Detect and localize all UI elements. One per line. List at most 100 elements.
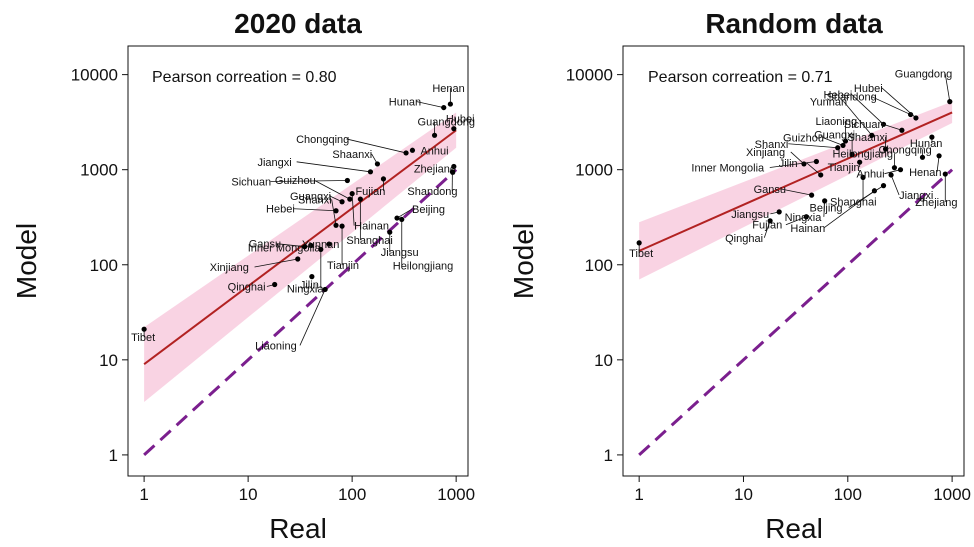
x-tick-label: 10 [239, 485, 258, 504]
point-label: Gansu [754, 184, 786, 196]
data-point [860, 174, 866, 180]
data-point [913, 115, 919, 121]
data-point [333, 208, 339, 214]
data-point [394, 215, 400, 221]
data-point [347, 196, 353, 202]
point-label: Tianjin [828, 162, 860, 174]
x-tick-label: 10 [734, 485, 753, 504]
data-point [399, 216, 405, 223]
label-leader [785, 216, 807, 226]
point-label: Zhejiang [414, 164, 456, 176]
data-point [803, 214, 809, 220]
data-point [431, 132, 438, 138]
label-leader [294, 208, 337, 212]
regression-line [638, 111, 953, 252]
label-leader [936, 155, 940, 172]
data-point [374, 161, 381, 167]
label-leader [763, 220, 771, 238]
data-point [822, 198, 828, 204]
point-label: Sichuan [844, 119, 884, 131]
point-label: Henan [432, 83, 464, 95]
data-point [308, 242, 314, 248]
data-point [309, 274, 315, 280]
data-point [322, 286, 328, 293]
data-point [818, 172, 824, 178]
data-point [849, 151, 855, 157]
label-leader [331, 199, 337, 226]
point-label: Tibet [629, 248, 653, 260]
data-point [767, 218, 773, 224]
point-label: Jiangsu [381, 247, 419, 259]
data-point [318, 246, 324, 253]
data-point [882, 146, 889, 152]
label-leader [769, 161, 817, 168]
x-axis-title: Real [269, 513, 327, 544]
y-tick-label: 10000 [566, 66, 613, 85]
label-leader [806, 162, 821, 176]
point-label: Hubei [446, 114, 475, 126]
point-label: Qinghai [725, 233, 763, 245]
label-leader [299, 289, 326, 346]
label-leader [313, 179, 351, 200]
point-label: Liaoning [255, 340, 297, 352]
point-label: Hainan [790, 223, 825, 235]
y-tick-label: 10 [99, 351, 118, 370]
x-tick-label: 1000 [933, 485, 971, 504]
data-point [897, 167, 904, 173]
data-point [929, 134, 935, 140]
panel-title: 2020 data [234, 8, 362, 39]
data-point [344, 177, 350, 184]
data-point [451, 163, 457, 170]
point-label: Xinjiang [746, 147, 785, 159]
label-leader [822, 137, 844, 146]
data-point [409, 147, 416, 153]
regression-line [143, 129, 457, 365]
point-label: Henan [909, 167, 941, 179]
data-point [441, 104, 447, 111]
label-leader [346, 138, 407, 154]
point-label: Shanghai [346, 235, 393, 247]
data-point [891, 165, 898, 171]
data-point [302, 244, 308, 250]
point-label: Hebei [824, 89, 853, 101]
y-tick-label: 1000 [575, 161, 613, 180]
label-leader [254, 258, 298, 268]
label-leader [276, 243, 305, 248]
data-point [333, 222, 339, 228]
pearson-annotation: Pearson correation = 0.80 [152, 69, 337, 86]
label-leader [884, 169, 901, 175]
point-label: Jiangxi [257, 157, 291, 169]
pearson-annotation: Pearson correation = 0.71 [648, 69, 833, 86]
label-leader [871, 96, 911, 115]
point-label: Chongqing [296, 134, 349, 146]
point-label: Heilongjiang [832, 149, 893, 161]
point-label: Inner Mongolia [691, 162, 765, 174]
label-leader [944, 73, 951, 102]
data-point [899, 127, 905, 133]
data-point [272, 281, 278, 288]
data-point [403, 150, 409, 156]
label-leader [843, 101, 873, 136]
point-label: Beijing [412, 204, 445, 216]
point-label: Yunnan [810, 96, 847, 108]
point-label: Guangxi [290, 191, 331, 203]
point-label: Shanxi [755, 139, 789, 151]
data-point [636, 240, 642, 246]
data-point [380, 176, 387, 182]
identity-line [143, 168, 458, 457]
point-label: Anhui [420, 145, 448, 157]
point-label: Yunnan [302, 239, 339, 251]
y-axis-title: Model [508, 223, 539, 299]
data-point [869, 132, 875, 138]
point-label: Shanxi [298, 194, 332, 206]
label-leader [881, 87, 917, 119]
x-tick-label: 100 [338, 485, 366, 504]
point-label: Tibet [131, 332, 155, 344]
data-point [880, 183, 887, 189]
label-leader [296, 161, 371, 173]
point-label: Shaanxi [332, 149, 372, 161]
point-label: Shanghai [830, 196, 877, 208]
